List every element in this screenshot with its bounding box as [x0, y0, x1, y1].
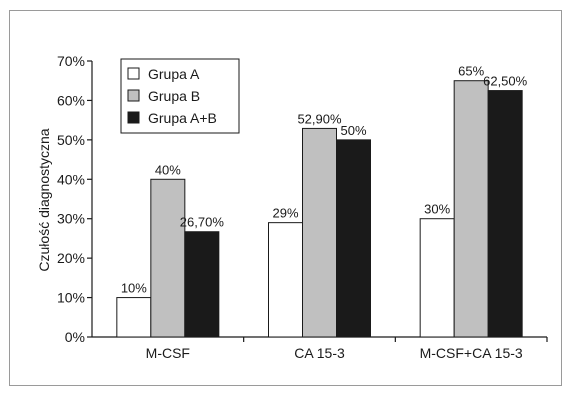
data-label: 65%	[458, 64, 484, 79]
legend-entry: Grupa A+B	[148, 110, 217, 126]
data-label: 30%	[424, 202, 450, 217]
bar-grupa-b	[302, 127, 337, 338]
y-tick-label: 50%	[57, 132, 85, 148]
bar-grupa-a	[116, 297, 152, 338]
x-category-label: CA 15-3	[294, 345, 345, 361]
data-label: 10%	[121, 281, 147, 296]
y-tick-label: 20%	[57, 250, 85, 266]
y-axis-label: Czułość diagnostyczna	[36, 128, 52, 271]
bar-grupa-a	[419, 218, 455, 338]
legend-entry: Grupa A	[148, 66, 200, 82]
y-tick-label: 40%	[57, 171, 85, 187]
data-label: 26,70%	[180, 215, 225, 230]
y-tick-label: 30%	[57, 211, 85, 227]
x-category-label: M-CSF	[146, 345, 190, 361]
legend-swatch	[127, 111, 140, 124]
y-tick-label: 0%	[65, 329, 85, 345]
y-tick-label: 60%	[57, 92, 85, 108]
bar-grupa-a-b	[487, 90, 523, 338]
y-tick-label: 70%	[57, 53, 85, 69]
bar-grupa-a-b	[184, 231, 220, 338]
data-label: 62,50%	[483, 74, 528, 89]
legend-swatch	[127, 89, 140, 102]
y-tick-label: 10%	[57, 290, 85, 306]
data-label: 29%	[272, 206, 298, 221]
x-category-label: M-CSF+CA 15-3	[420, 345, 523, 361]
data-label: 40%	[155, 162, 181, 177]
data-label: 52,90%	[297, 111, 342, 126]
data-label: 50%	[340, 123, 366, 138]
bar-grupa-b	[453, 80, 489, 338]
legend-swatch	[127, 67, 140, 80]
bar-grupa-b	[150, 178, 186, 338]
bar-grupa-a	[268, 222, 303, 338]
legend-box	[120, 58, 240, 134]
legend-entry: Grupa B	[148, 88, 200, 104]
bar-grupa-a-b	[336, 139, 371, 338]
